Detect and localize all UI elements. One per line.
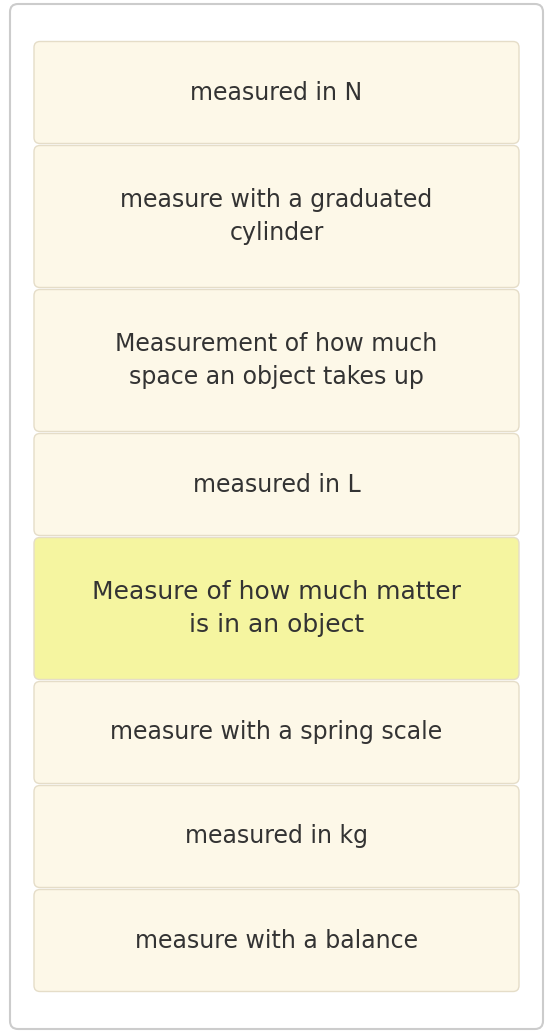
FancyBboxPatch shape (34, 785, 519, 887)
Text: measured in kg: measured in kg (185, 824, 368, 848)
FancyBboxPatch shape (34, 289, 519, 432)
Text: measured in L: measured in L (192, 472, 361, 497)
Text: measure with a balance: measure with a balance (135, 929, 418, 952)
Text: measure with a graduated
cylinder: measure with a graduated cylinder (121, 188, 432, 245)
FancyBboxPatch shape (34, 537, 519, 680)
FancyBboxPatch shape (34, 682, 519, 783)
Text: measured in N: measured in N (190, 81, 363, 104)
FancyBboxPatch shape (34, 889, 519, 992)
Text: Measurement of how much
space an object takes up: Measurement of how much space an object … (116, 332, 437, 389)
FancyBboxPatch shape (10, 4, 543, 1029)
Text: measure with a spring scale: measure with a spring scale (111, 720, 442, 745)
FancyBboxPatch shape (34, 146, 519, 287)
FancyBboxPatch shape (34, 41, 519, 144)
Text: Measure of how much matter
is in an object: Measure of how much matter is in an obje… (92, 580, 461, 637)
FancyBboxPatch shape (34, 434, 519, 535)
